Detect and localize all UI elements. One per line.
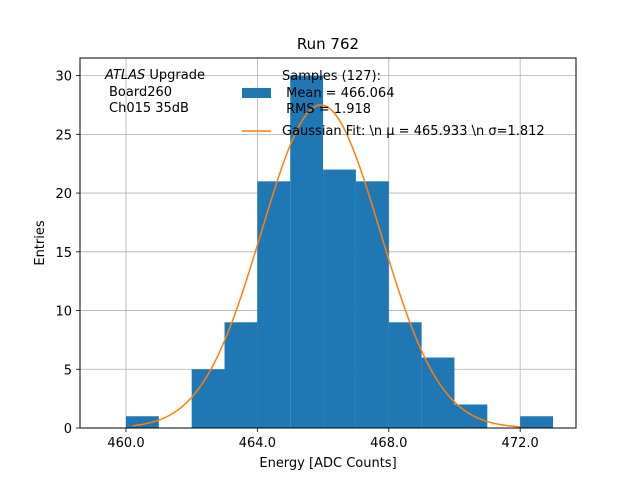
histogram-bar xyxy=(520,416,554,428)
histogram-bar xyxy=(421,357,455,428)
gaussian-fit xyxy=(132,104,521,428)
x-tick-label: 464.0 xyxy=(239,436,276,451)
legend-hist-label-line-1: Samples (127): xyxy=(282,69,381,84)
y-tick-label: 20 xyxy=(55,187,72,202)
annotation-atlas-italic: ATLAS xyxy=(104,68,145,83)
y-tick-label: 30 xyxy=(55,70,72,85)
histogram-bars xyxy=(125,75,554,429)
x-tick-label: 460.0 xyxy=(107,436,144,451)
legend-hist-label-line-2: Mean = 466.064 xyxy=(282,86,394,101)
fit-curve-line xyxy=(132,104,521,428)
legend-fit-label: Gaussian Fit: \n μ = 465.933 \n σ=1.812 xyxy=(282,124,545,139)
histogram-bar xyxy=(191,369,225,428)
histogram-bar xyxy=(125,416,159,428)
legend-hist-swatch xyxy=(242,88,271,98)
y-axis-label: Entries xyxy=(33,220,48,266)
axis-ticks: 460.0 464.0 468.0 472.0 0 5 10 15 20 25 30 xyxy=(55,70,538,451)
y-tick-label: 10 xyxy=(55,305,72,320)
atlas-annotation: ATLAS Upgrade Board260 Ch015 35dB xyxy=(104,68,205,116)
histogram-bar xyxy=(323,169,356,429)
histogram-bar xyxy=(454,404,488,428)
legend-hist-label-line-3: RMS = 1.918 xyxy=(282,102,371,117)
annotation-line-2: Board260 xyxy=(109,85,172,100)
y-tick-label: 15 xyxy=(55,246,72,261)
y-tick-label: 5 xyxy=(64,363,72,378)
x-tick-label: 472.0 xyxy=(502,436,539,451)
y-tick-label: 25 xyxy=(55,128,72,143)
annotation-line-3: Ch015 35dB xyxy=(109,101,189,116)
x-axis-label: Energy [ADC Counts] xyxy=(259,456,396,471)
annotation-upgrade: Upgrade xyxy=(145,68,205,83)
legend: Samples (127): Mean = 466.064 RMS = 1.91… xyxy=(242,69,545,139)
histogram-bar xyxy=(224,322,258,428)
annotation-line-1: ATLAS Upgrade xyxy=(104,68,205,83)
chart-title: Run 762 xyxy=(297,35,359,53)
x-tick-label: 468.0 xyxy=(370,436,407,451)
y-tick-label: 0 xyxy=(64,422,72,437)
histogram-bar xyxy=(257,181,291,428)
histogram-bar xyxy=(355,181,389,428)
plot-area-frame xyxy=(79,57,577,429)
